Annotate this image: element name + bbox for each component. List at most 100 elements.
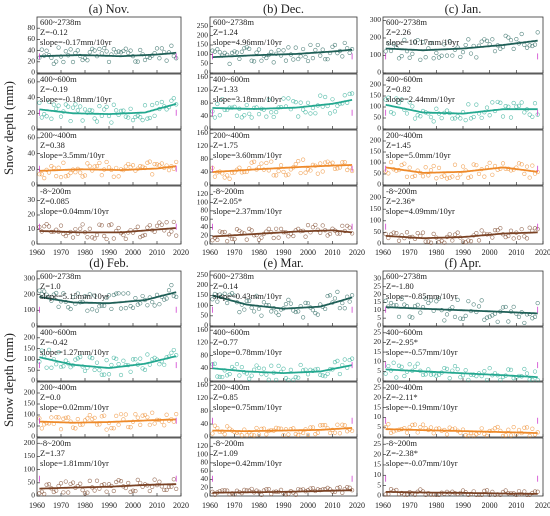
x-tick-label: 1970 (227, 501, 243, 510)
data-point (350, 356, 355, 361)
y-tick-label: 15 (374, 460, 382, 469)
data-point (116, 49, 121, 54)
data-point (259, 235, 264, 240)
panel-stat-text: slope=10.17mm/10yr (386, 37, 459, 47)
x-tick-label: 1990 (101, 501, 117, 510)
data-point (254, 363, 259, 368)
panel-4-2: 0 40 80 120 160 200~400mZ=0.85slope=0.75mm/10… (197, 380, 358, 441)
data-point (90, 417, 95, 422)
panel-stat-text: slope=0.75mm/10yr (213, 402, 282, 412)
y-tick-label: 40 (28, 148, 36, 157)
y-tick-label: 120 (197, 141, 209, 150)
data-point (61, 490, 66, 495)
data-point (396, 314, 402, 319)
data-point (342, 93, 347, 98)
panel-stat-text: -8~200m (386, 438, 417, 448)
data-point (340, 490, 345, 495)
data-point (128, 106, 133, 111)
data-point (444, 53, 450, 58)
data-point (147, 115, 152, 121)
data-point (342, 160, 347, 165)
chart-title: (f) Apr. (445, 256, 482, 270)
panel-stat-text: Z=1.37 (40, 448, 65, 458)
data-point (56, 304, 61, 309)
data-point (271, 114, 276, 120)
data-point (169, 43, 174, 48)
y-tick-label: 15 (374, 402, 382, 411)
data-point (474, 230, 479, 236)
data-point (415, 361, 420, 366)
data-point (484, 488, 490, 493)
data-point (305, 372, 311, 377)
y-tick-label: 5 (377, 313, 381, 322)
x-tick-label: 1960 (202, 501, 218, 510)
trend-line (212, 364, 353, 375)
data-point (99, 372, 104, 377)
x-tick-label: 2020 (173, 501, 189, 510)
y-tick-label: 100 (197, 197, 209, 206)
data-point (278, 163, 284, 168)
data-point (147, 223, 152, 228)
data-point (506, 427, 511, 432)
data-point (503, 33, 508, 38)
data-point (264, 55, 269, 61)
data-point (503, 433, 508, 438)
data-point (506, 35, 511, 40)
data-point (104, 159, 109, 165)
data-point (217, 113, 222, 118)
data-point (423, 372, 428, 377)
data-point (234, 361, 240, 367)
data-point (420, 422, 426, 427)
data-point (222, 50, 227, 55)
data-point (106, 223, 112, 228)
y-tick-label: 15 (374, 297, 382, 306)
panel-stat-text: -8~200m (40, 186, 71, 196)
data-point (118, 306, 124, 311)
data-point (269, 363, 274, 368)
trend-line (39, 418, 177, 424)
data-point (56, 103, 61, 108)
y-tick-label: 80 (28, 23, 36, 32)
data-point (118, 50, 124, 55)
data-point (274, 425, 279, 430)
data-point (145, 352, 150, 357)
data-point (154, 223, 160, 228)
data-point (68, 306, 73, 312)
data-point (114, 291, 119, 296)
data-point (303, 54, 308, 60)
x-tick-label: 1980 (77, 248, 93, 257)
data-point (126, 291, 131, 296)
data-point (212, 174, 217, 179)
data-point (383, 97, 388, 102)
data-point (420, 372, 426, 378)
data-point (436, 165, 442, 170)
data-point (340, 300, 345, 306)
data-point (487, 160, 492, 165)
data-point (330, 97, 335, 102)
data-point (293, 492, 298, 497)
data-point (423, 165, 428, 170)
x-tick-label: 1960 (29, 501, 45, 510)
data-point (44, 292, 49, 297)
data-point (259, 492, 264, 497)
data-point (164, 58, 169, 63)
panel-stat-text: slope=4.09mm/10yr (386, 206, 455, 216)
data-point (259, 161, 264, 166)
data-point (291, 57, 296, 62)
data-point (142, 232, 148, 238)
y-tick-label: 60 (28, 34, 36, 43)
data-point (296, 375, 301, 380)
data-point (104, 236, 109, 242)
data-point (39, 291, 44, 297)
x-tick-label: 1980 (428, 501, 444, 510)
y-tick-label: 100 (24, 305, 36, 314)
data-point (58, 364, 64, 370)
trend-line (212, 294, 353, 310)
data-point (327, 430, 333, 436)
panel-stat-text: Z=1.24 (213, 27, 239, 37)
data-point (532, 101, 538, 106)
data-point (293, 431, 298, 437)
data-point (516, 161, 522, 166)
data-point (402, 373, 407, 379)
y-tick-label: 5 (377, 422, 381, 431)
